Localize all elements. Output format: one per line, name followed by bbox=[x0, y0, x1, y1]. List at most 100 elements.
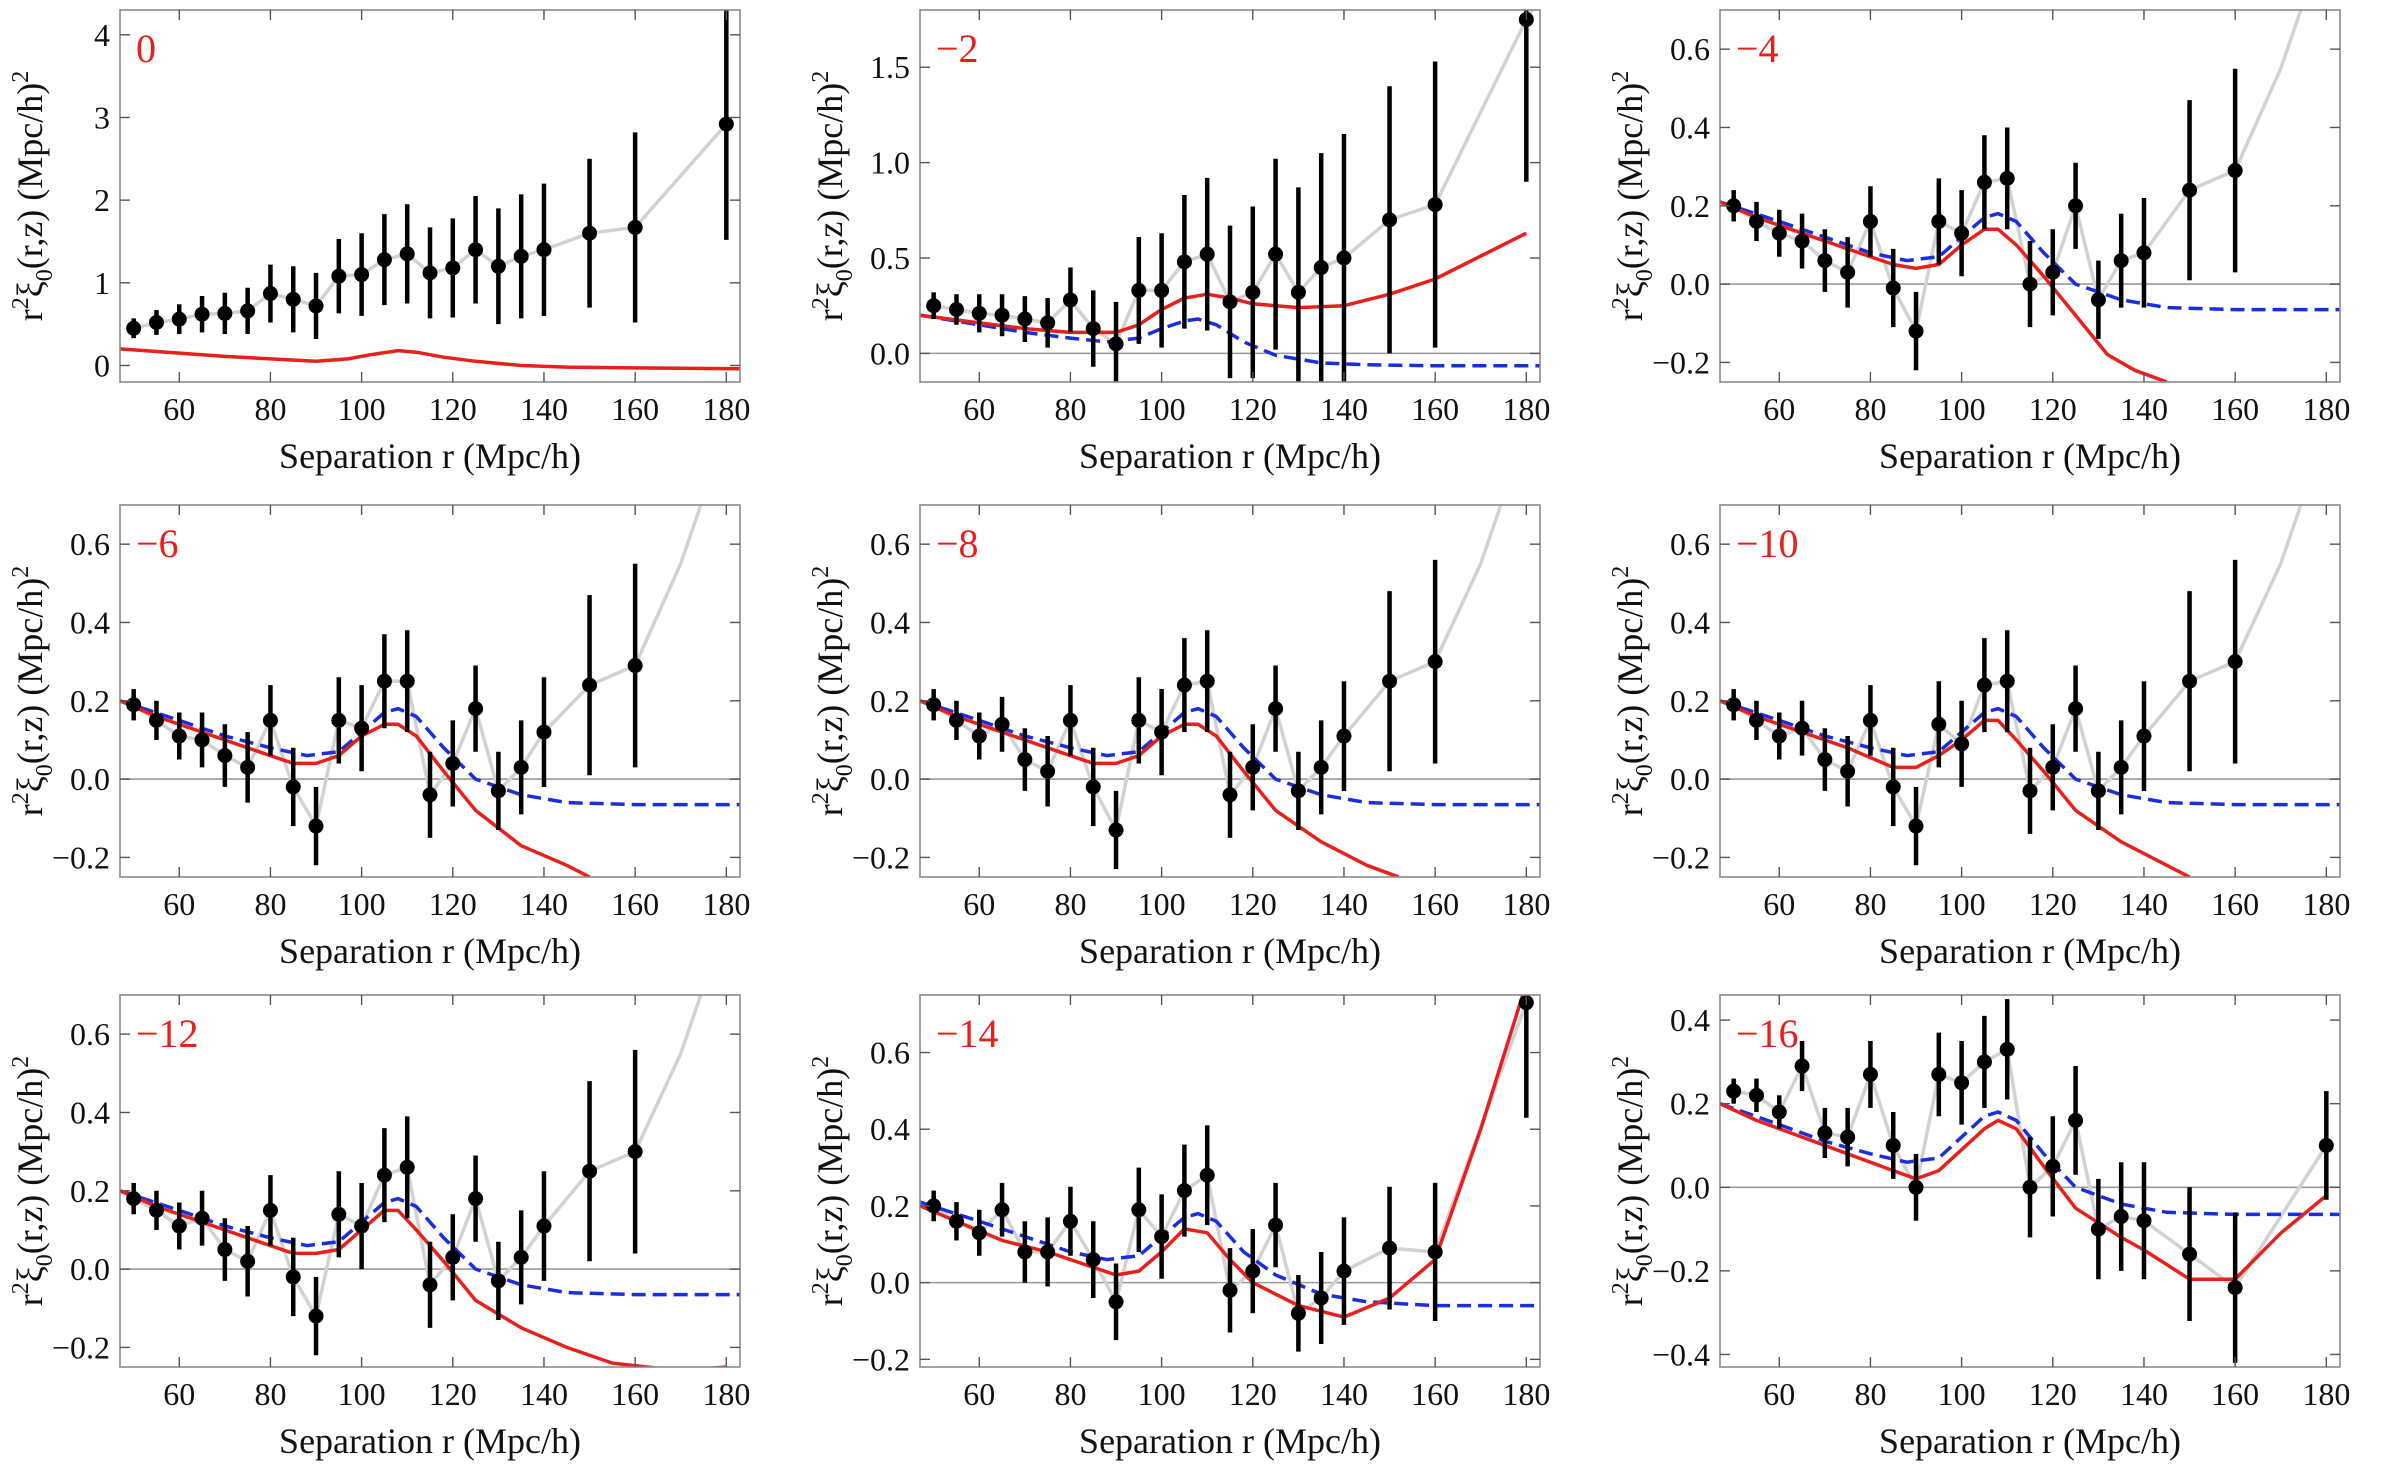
y-axis-title-part: (r,z) (Mpc/h) bbox=[10, 83, 50, 269]
data-point bbox=[1199, 1167, 1215, 1183]
data-point bbox=[1999, 170, 2015, 186]
y-axis-title-part: ξ bbox=[10, 776, 50, 792]
data-point bbox=[285, 1269, 301, 1285]
y-axis-title-part: 0 bbox=[1632, 764, 1658, 776]
data-point bbox=[1062, 1213, 1078, 1229]
data-point bbox=[1290, 1305, 1306, 1321]
y-axis-title-part: 0 bbox=[32, 764, 58, 776]
x-tick-label: 60 bbox=[163, 391, 195, 427]
data-point bbox=[1245, 759, 1261, 775]
data-point bbox=[194, 1210, 210, 1226]
y-tick-label: −0.4 bbox=[1652, 1336, 1710, 1372]
y-axis-title-part: 2 bbox=[1608, 1282, 1634, 1294]
x-tick-label: 140 bbox=[2120, 886, 2168, 922]
data-point bbox=[1931, 716, 1947, 732]
data-point bbox=[376, 252, 392, 268]
y-axis-title-part: 2 bbox=[808, 297, 834, 309]
data-point bbox=[1290, 284, 1306, 300]
data-point bbox=[1771, 728, 1787, 744]
data-point bbox=[1336, 1263, 1352, 1279]
data-connector-line bbox=[932, 505, 1503, 832]
y-tick-label: 0.4 bbox=[70, 1094, 110, 1130]
x-tick-label: 120 bbox=[429, 1376, 477, 1412]
plot-area bbox=[120, 10, 740, 371]
data-point bbox=[1976, 174, 1992, 190]
data-point bbox=[1771, 1104, 1787, 1120]
y-axis-title-part: 2 bbox=[8, 1282, 34, 1294]
y-tick-label: 0.4 bbox=[870, 1111, 910, 1147]
data-point bbox=[331, 1206, 347, 1222]
data-point bbox=[2136, 1213, 2152, 1229]
y-axis-title-part: r bbox=[10, 1294, 50, 1306]
data-point bbox=[948, 712, 964, 728]
x-tick-label: 140 bbox=[520, 391, 568, 427]
data-point bbox=[1976, 1054, 1992, 1070]
data-point bbox=[1017, 752, 1033, 768]
x-tick-label: 120 bbox=[429, 391, 477, 427]
data-point bbox=[513, 1249, 529, 1265]
data-point bbox=[2068, 198, 2084, 214]
y-tick-label: 0.6 bbox=[870, 526, 910, 562]
data-point bbox=[171, 728, 187, 744]
data-point bbox=[1336, 728, 1352, 744]
y-axis-title: r2ξ0(r,z) (Mpc/h)2 bbox=[808, 71, 858, 322]
data-point bbox=[1154, 1229, 1170, 1245]
y-tick-label: 0.2 bbox=[70, 683, 110, 719]
panel-7: 60 80 100 120 140 160 180 −0.2 0.0 0.2 0.4 0.6 Separ… bbox=[808, 994, 1550, 1461]
y-tick-label: 0.0 bbox=[1670, 761, 1710, 797]
data-point bbox=[1062, 712, 1078, 728]
plot-area bbox=[1720, 505, 2340, 877]
x-tick-label: 80 bbox=[1854, 1376, 1886, 1412]
y-axis-title-part: ξ bbox=[10, 1266, 50, 1282]
data-point bbox=[1726, 697, 1742, 713]
data-point bbox=[354, 1218, 370, 1234]
y-tick-label: 1.0 bbox=[870, 145, 910, 181]
data-point bbox=[2022, 1179, 2038, 1195]
data-point bbox=[126, 697, 142, 713]
model-solid-line bbox=[920, 995, 1525, 1319]
y-tick-label: −0.2 bbox=[852, 839, 910, 875]
data-point bbox=[354, 720, 370, 736]
x-tick-label: 80 bbox=[1054, 391, 1086, 427]
y-axis-title-part: r bbox=[810, 309, 850, 321]
y-axis-title-part: 0 bbox=[832, 764, 858, 776]
x-axis-title: Separation r (Mpc/h) bbox=[1079, 436, 1381, 476]
data-point bbox=[971, 1225, 987, 1241]
data-point bbox=[1862, 213, 1878, 229]
y-axis-title-part: 2 bbox=[8, 566, 34, 578]
data-point bbox=[1085, 321, 1101, 337]
x-axis-title: Separation r (Mpc/h) bbox=[1879, 931, 2181, 971]
data-point bbox=[1313, 759, 1329, 775]
x-tick-label: 120 bbox=[2029, 1376, 2077, 1412]
data-point bbox=[1794, 720, 1810, 736]
data-point bbox=[994, 307, 1010, 323]
data-point bbox=[308, 298, 324, 314]
x-tick-label: 80 bbox=[1054, 886, 1086, 922]
data-point bbox=[1290, 783, 1306, 799]
data-point bbox=[948, 1213, 964, 1229]
data-point bbox=[308, 818, 324, 834]
y-axis-title: r2ξ0(r,z) (Mpc/h)2 bbox=[808, 566, 858, 817]
data-point bbox=[1222, 787, 1238, 803]
x-tick-label: 60 bbox=[1763, 391, 1795, 427]
plot-frame bbox=[919, 994, 1541, 1368]
x-tick-label: 80 bbox=[1054, 1376, 1086, 1412]
data-point bbox=[2227, 163, 2243, 179]
data-point bbox=[1817, 752, 1833, 768]
x-tick-label: 180 bbox=[702, 886, 750, 922]
data-point bbox=[1999, 673, 2015, 689]
y-tick-label: −0.2 bbox=[1652, 344, 1710, 380]
y-axis-title-part: 2 bbox=[1608, 1056, 1634, 1068]
data-point bbox=[1176, 1183, 1192, 1199]
y-axis-title-part: r bbox=[1610, 1294, 1650, 1306]
y-tick-label: 0.2 bbox=[870, 683, 910, 719]
data-point bbox=[1382, 212, 1398, 228]
data-point bbox=[262, 286, 278, 302]
data-point bbox=[2022, 783, 2038, 799]
y-tick-label: 0.0 bbox=[870, 335, 910, 371]
y-tick-label: 0.0 bbox=[870, 761, 910, 797]
y-tick-label: 0.2 bbox=[1670, 683, 1710, 719]
data-point bbox=[126, 1191, 142, 1207]
y-tick-label: −0.2 bbox=[1652, 839, 1710, 875]
x-tick-label: 120 bbox=[2029, 391, 2077, 427]
